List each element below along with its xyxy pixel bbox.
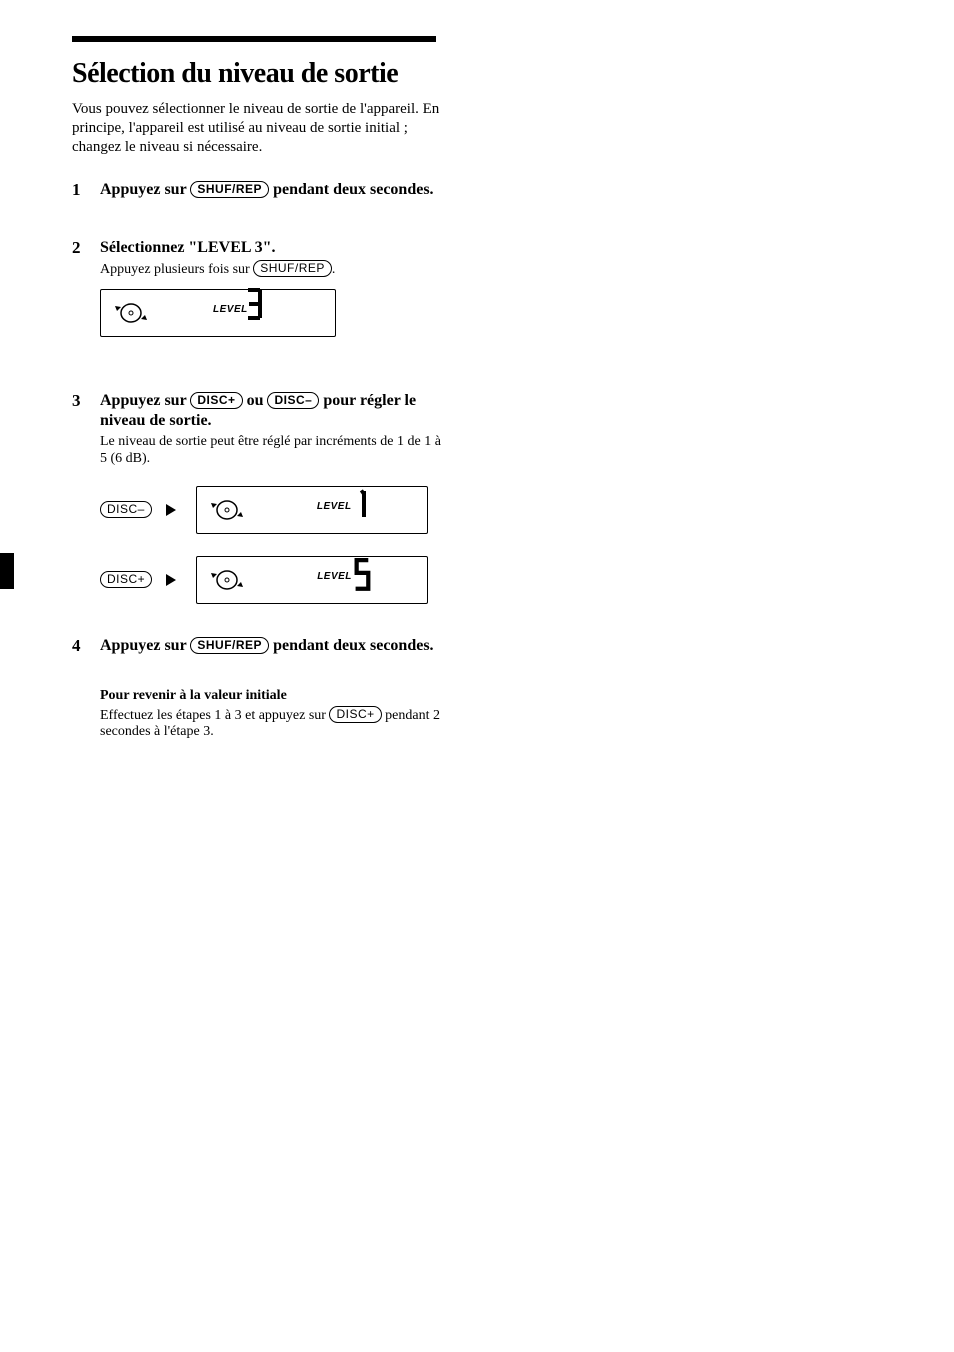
text-fragment: Appuyez sur [100, 181, 190, 198]
lcd-display-level-3: LEVEL [100, 289, 336, 337]
disc-minus-button: DISC– [100, 501, 152, 518]
step-subtext: Le niveau de sortie peut être réglé par … [100, 433, 442, 468]
disc-plus-button: DISC+ [100, 571, 152, 588]
disc-rotate-icon [209, 500, 245, 520]
disc-rotate-icon [113, 303, 149, 323]
step-2: 2 Sélectionnez "LEVEL 3". Appuyez plusie… [72, 238, 442, 373]
arrow-right-icon [166, 574, 176, 586]
lcd-display-level-5: LEVEL [196, 556, 428, 604]
disc-plus-row: DISC+ LEVEL [100, 556, 442, 604]
text-fragment: pendant deux secondes. [269, 637, 433, 654]
level-label: LEVEL [317, 571, 352, 582]
step-number: 3 [72, 391, 100, 626]
disc-plus-button: DISC+ [329, 706, 381, 723]
step-1: 1 Appuyez sur SHUF/REP pendant deux seco… [72, 180, 442, 200]
page-title: Sélection du niveau de sortie [72, 58, 442, 90]
text-fragment: pendant deux secondes. [269, 181, 433, 198]
top-rule [72, 36, 436, 42]
text-fragment: Appuyez plusieurs fois sur [100, 262, 253, 277]
digit-1-icon [352, 487, 372, 521]
text-fragment: . [332, 262, 336, 277]
step-text: Sélectionnez "LEVEL 3". [100, 238, 442, 258]
step-number: 4 [72, 636, 100, 656]
return-body: Effectuez les étapes 1 à 3 et appuyez su… [100, 706, 442, 740]
text-fragment: ou [243, 392, 268, 409]
lcd-display-level-1: LEVEL [196, 486, 428, 534]
digit-5-icon [352, 557, 374, 593]
shuf-rep-button: SHUF/REP [253, 260, 332, 277]
text-fragment: Effectuez les étapes 1 à 3 et appuyez su… [100, 708, 329, 723]
text-fragment: Appuyez sur [100, 637, 190, 654]
intro-paragraph: Vous pouvez sélectionner le niveau de so… [72, 100, 442, 156]
arrow-right-icon [166, 504, 176, 516]
page-content: Sélection du niveau de sortie Vous pouve… [72, 58, 442, 740]
digit-3-icon [245, 288, 265, 322]
text-fragment: Appuyez sur [100, 392, 190, 409]
step-subtext: Appuyez plusieurs fois sur SHUF/REP. [100, 260, 442, 279]
shuf-rep-button: SHUF/REP [190, 637, 269, 654]
return-heading: Pour revenir à la valeur initiale [100, 688, 442, 704]
side-tab [0, 553, 14, 589]
step-text: Appuyez sur SHUF/REP pendant deux second… [100, 636, 442, 656]
step-number: 1 [72, 180, 100, 200]
step-text: Appuyez sur DISC+ ou DISC– pour régler l… [100, 391, 442, 431]
step-4: 4 Appuyez sur SHUF/REP pendant deux seco… [72, 636, 442, 656]
disc-plus-button: DISC+ [190, 392, 242, 409]
level-label: LEVEL [213, 304, 248, 315]
shuf-rep-button: SHUF/REP [190, 181, 269, 198]
level-label: LEVEL [317, 501, 352, 512]
disc-rotate-icon [209, 570, 245, 590]
disc-minus-row: DISC– LEVEL [100, 486, 442, 534]
step-3: 3 Appuyez sur DISC+ ou DISC– pour régler… [72, 391, 442, 626]
step-number: 2 [72, 238, 100, 373]
disc-minus-button: DISC– [267, 392, 319, 409]
step-text: Appuyez sur SHUF/REP pendant deux second… [100, 180, 442, 200]
